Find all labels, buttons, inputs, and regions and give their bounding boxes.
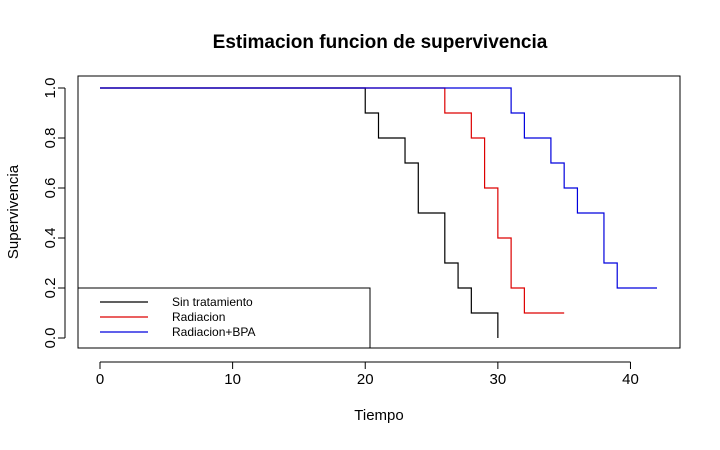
legend-label: Sin tratamiento: [172, 295, 253, 309]
series-line: [100, 87, 657, 289]
series-line: [100, 87, 565, 314]
y-tick-label: 0.8: [42, 128, 59, 149]
series-layer: [100, 87, 657, 338]
legend-box: [77, 287, 371, 349]
y-tick-label: 0.6: [42, 178, 59, 199]
x-tick-label: 30: [490, 371, 507, 388]
series-line: [100, 87, 499, 338]
y-tick-label: 1.0: [42, 78, 59, 99]
x-tick-label: 20: [357, 371, 374, 388]
y-axis-label: Supervivencia: [5, 164, 22, 259]
legend-label: Radiacion: [172, 310, 225, 324]
x-tick-label: 40: [622, 371, 639, 388]
chart-title: Estimacion funcion de supervivencia: [213, 32, 548, 53]
x-tick-label: 0: [96, 371, 104, 388]
y-tick-label: 0.0: [42, 328, 59, 349]
y-tick-label: 0.2: [42, 278, 59, 299]
series-radiacion-bpa: [100, 87, 657, 289]
series-sin-tratamiento: [100, 87, 499, 338]
x-tick-label: 10: [224, 371, 241, 388]
x-axis: 0 10 20 30 40: [96, 361, 639, 388]
y-tick-label: 0.4: [42, 228, 59, 249]
x-axis-label: Tiempo: [354, 407, 403, 424]
y-axis: 0.0 0.2 0.4 0.6 0.8 1.0: [42, 78, 66, 349]
plot-frame: [77, 75, 681, 349]
legend-label: Radiacion+BPA: [172, 325, 256, 339]
series-radiacion: [100, 87, 565, 314]
